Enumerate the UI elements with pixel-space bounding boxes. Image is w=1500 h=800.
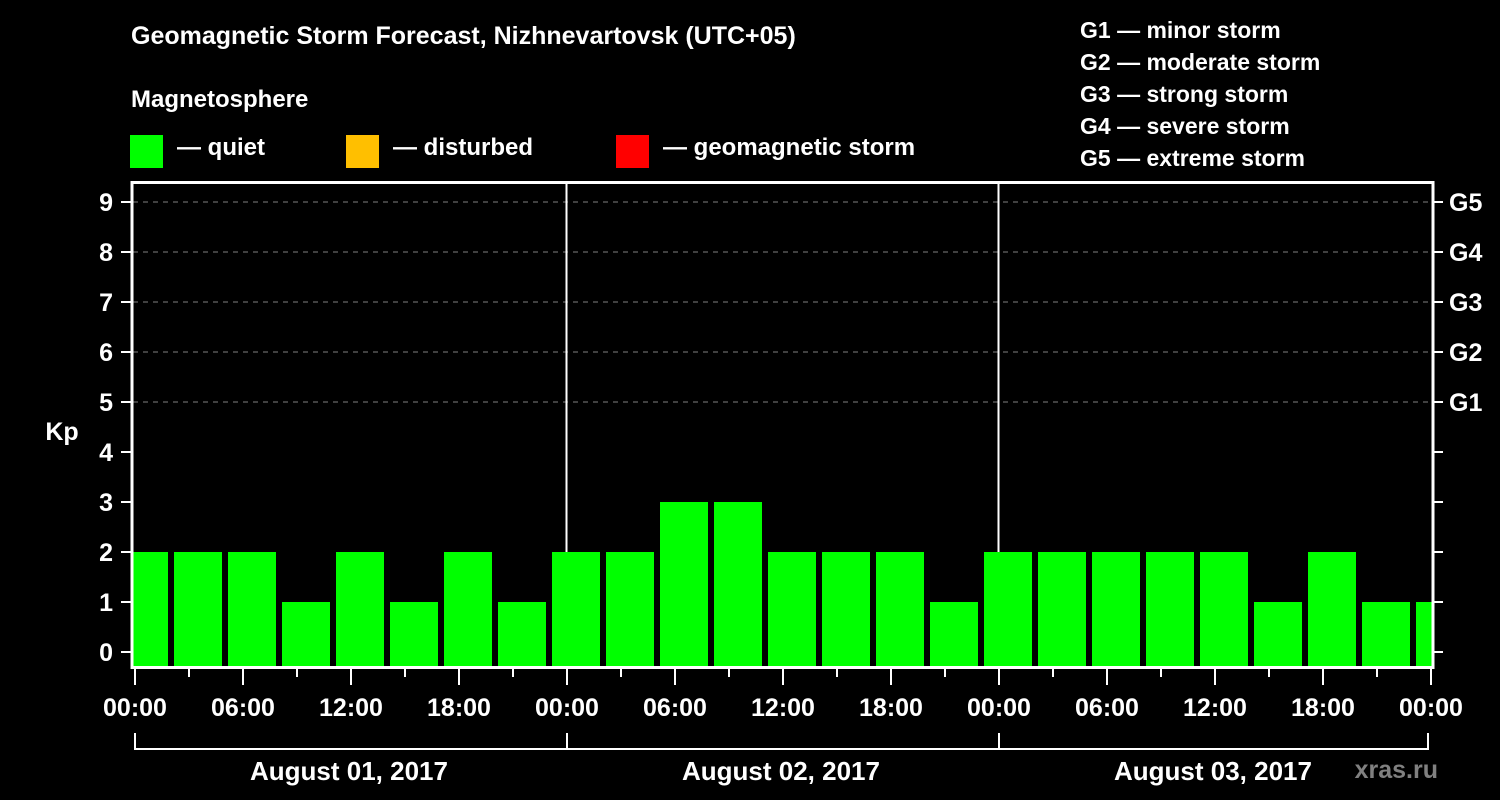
quiet-swatch-icon — [130, 135, 163, 168]
g-level-label: G5 — [1449, 189, 1482, 217]
kp-bar — [1254, 602, 1302, 666]
kp-bar — [1308, 552, 1356, 666]
kp-bar — [174, 552, 222, 666]
kp-bar — [282, 602, 330, 666]
chart-title: Geomagnetic Storm Forecast, Nizhnevartov… — [131, 22, 796, 50]
storm-scale-g3: G3 — strong storm — [1080, 81, 1289, 107]
date-label: August 01, 2017 — [250, 756, 448, 786]
y-axis: 0 1 2 3 4 5 6 7 8 9 — [99, 189, 132, 667]
storm-scale-g1: G1 — minor storm — [1080, 17, 1281, 43]
y-tick-label: 7 — [99, 289, 113, 317]
kp-bar — [444, 552, 492, 666]
x-tick-label: 06:00 — [1075, 694, 1139, 722]
kp-bar — [606, 552, 654, 666]
x-tick-label: 00:00 — [535, 694, 599, 722]
date-axis: August 01, 2017 August 02, 2017 August 03,… — [134, 733, 1429, 786]
x-tick-label: 18:00 — [859, 694, 923, 722]
x-tick-label: 12:00 — [751, 694, 815, 722]
storm-scale-g2: G2 — moderate storm — [1080, 49, 1321, 75]
kp-bar — [714, 502, 762, 666]
legend-label: — geomagnetic storm — [663, 133, 916, 161]
y-tick-label: 4 — [99, 439, 113, 467]
kp-bar — [1038, 552, 1086, 666]
y-tick-label: 5 — [99, 389, 113, 417]
kp-bar — [228, 552, 276, 666]
y-tick-label: 3 — [99, 489, 113, 517]
kp-bar — [552, 552, 600, 666]
y-tick-label: 1 — [99, 589, 113, 617]
kp-bar — [133, 552, 168, 666]
g-level-label: G4 — [1449, 239, 1482, 267]
kp-bar — [336, 552, 384, 666]
g-level-label: G1 — [1449, 389, 1482, 417]
kp-bar — [1200, 552, 1248, 666]
x-tick-label: 00:00 — [967, 694, 1031, 722]
grid-lines — [133, 201, 1432, 403]
plot-frame — [130, 181, 1435, 669]
legend-label: — quiet — [177, 133, 265, 161]
kp-bar — [1092, 552, 1140, 666]
legend-label: — disturbed — [393, 133, 534, 161]
y-tick-label: 2 — [99, 539, 113, 567]
date-label: August 03, 2017 — [1114, 756, 1312, 786]
legend-item-storm: — geomagnetic storm — [616, 133, 916, 168]
kp-bar — [1146, 552, 1194, 666]
kp-bars — [133, 502, 1432, 666]
kp-bar — [498, 602, 546, 666]
kp-bar — [984, 552, 1032, 666]
kp-bar — [822, 552, 870, 666]
disturbed-swatch-icon — [346, 135, 379, 168]
x-tick-label: 12:00 — [1183, 694, 1247, 722]
kp-bar — [660, 502, 708, 666]
y-tick-label: 9 — [99, 189, 113, 217]
storm-scale-g4: G4 — severe storm — [1080, 113, 1290, 139]
g-level-label: G3 — [1449, 289, 1482, 317]
y-tick-label: 8 — [99, 239, 113, 267]
x-tick-label: 18:00 — [1291, 694, 1355, 722]
y-tick-label: 0 — [99, 639, 113, 667]
legend-item-disturbed: — disturbed — [346, 133, 534, 168]
watermark: xras.ru — [1355, 756, 1438, 784]
storm-swatch-icon — [616, 135, 649, 168]
date-label: August 02, 2017 — [682, 756, 880, 786]
kp-bar — [930, 602, 978, 666]
x-tick-label: 18:00 — [427, 694, 491, 722]
storm-scale-legend: G1 — minor storm G2 — moderate storm G3 … — [1080, 14, 1320, 174]
kp-bar — [1362, 602, 1410, 666]
right-g-axis: G1 G2 G3 G4 G5 — [1433, 189, 1482, 653]
kp-bar — [390, 602, 438, 666]
g-level-label: G2 — [1449, 339, 1482, 367]
kp-bar — [1416, 602, 1432, 666]
legend-item-quiet: — quiet — [130, 133, 265, 168]
x-axis: 00:00 06:00 12:00 18:00 00:00 06:00 12:00 18:00… — [103, 669, 1463, 722]
x-tick-label: 00:00 — [103, 694, 167, 722]
x-tick-label: 12:00 — [319, 694, 383, 722]
x-tick-label: 06:00 — [643, 694, 707, 722]
storm-scale-g5: G5 — extreme storm — [1080, 145, 1305, 171]
x-tick-label: 06:00 — [211, 694, 275, 722]
y-axis-label: Kp — [45, 418, 78, 446]
chart-subtitle: Magnetosphere — [131, 86, 309, 113]
x-tick-label: 00:00 — [1399, 694, 1463, 722]
kp-bar — [768, 552, 816, 666]
kp-bar — [876, 552, 924, 666]
y-tick-label: 6 — [99, 339, 113, 367]
